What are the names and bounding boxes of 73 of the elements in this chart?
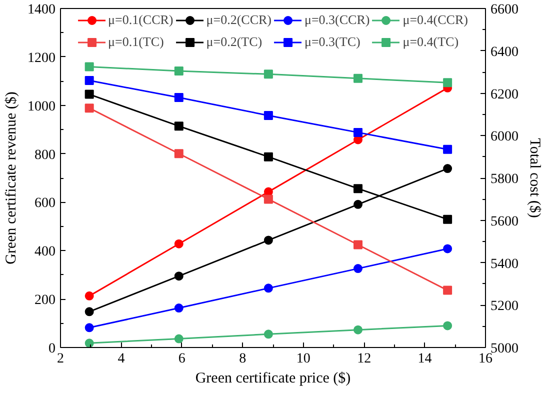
point [443, 214, 452, 224]
point [84, 338, 94, 348]
y-tick-label: 0 [48, 342, 56, 356]
legend-label: μ=0.1(CCR) [108, 12, 174, 28]
legend-label: μ=0.1(TC) [108, 34, 164, 50]
x-tick-label: 14 [418, 352, 432, 366]
point [264, 110, 273, 120]
point [443, 164, 452, 174]
point [354, 128, 362, 137]
point [174, 304, 184, 313]
point [354, 184, 362, 194]
y2-tick-label: 5800 [490, 172, 518, 187]
x-tick-label: 16 [478, 352, 492, 366]
y2-tick-label: 6600 [490, 2, 518, 18]
point [174, 66, 184, 76]
point [443, 321, 452, 330]
y2-axis-title: Total cost ($) [526, 138, 542, 218]
point [84, 62, 94, 72]
y-tick-label: 800 [34, 148, 56, 163]
legend-label: μ=0.2(CCR) [206, 12, 272, 28]
point [443, 244, 452, 254]
point [264, 330, 273, 339]
y2-tick-label: 6400 [490, 44, 518, 60]
x-tick-label: 12 [357, 352, 372, 366]
point [84, 323, 94, 332]
legend-label: μ=0.4(CCR) [402, 12, 468, 28]
point [354, 264, 362, 274]
y-tick-label: 200 [34, 293, 56, 308]
point [354, 240, 362, 250]
point [264, 152, 273, 162]
point [443, 144, 452, 154]
y2-tick-label: 5200 [490, 299, 518, 314]
legend-label: μ=0.3(CCR) [304, 12, 370, 28]
legend-label: μ=0.3(TC) [304, 34, 360, 50]
y2-tick-label: 5000 [490, 342, 518, 356]
y-tick-label: 1400 [28, 2, 56, 18]
y2-tick-label: 5600 [490, 214, 518, 230]
x-tick-label: 4 [118, 352, 125, 366]
point [84, 307, 94, 316]
x-tick-label: 10 [296, 352, 310, 366]
x-tick-label: 6 [178, 352, 186, 366]
x-axis-title: Green certificate price ($) [195, 370, 351, 386]
point [264, 284, 273, 293]
point [174, 122, 184, 131]
point [264, 194, 273, 204]
y-tick-label: 400 [34, 244, 56, 260]
y-tick-label: 600 [34, 196, 56, 212]
y-tick-label: 1200 [28, 50, 56, 66]
y-tick-label: 1000 [28, 99, 56, 114]
point [354, 200, 362, 209]
point [174, 239, 184, 248]
y-axis-title: Green certificate revenue ($) [4, 92, 20, 264]
point [84, 90, 94, 99]
x-tick-label: 2 [57, 352, 64, 366]
legend-label: μ=0.4(TC) [402, 34, 459, 50]
point [84, 76, 94, 86]
point [84, 291, 94, 300]
x-tick-label: 8 [239, 352, 246, 366]
y2-tick-label: 6200 [490, 87, 518, 102]
point [354, 325, 362, 334]
y2-tick-label: 5400 [490, 256, 518, 272]
point [174, 334, 184, 344]
legend-label: μ=0.2(TC) [206, 34, 262, 50]
point [84, 104, 94, 113]
point [264, 70, 273, 79]
point [174, 149, 184, 158]
point [174, 92, 184, 102]
y2-tick-label: 6000 [490, 130, 518, 145]
point [443, 286, 452, 295]
point [354, 74, 362, 83]
point [443, 78, 452, 88]
point [264, 236, 273, 245]
point [174, 272, 184, 281]
